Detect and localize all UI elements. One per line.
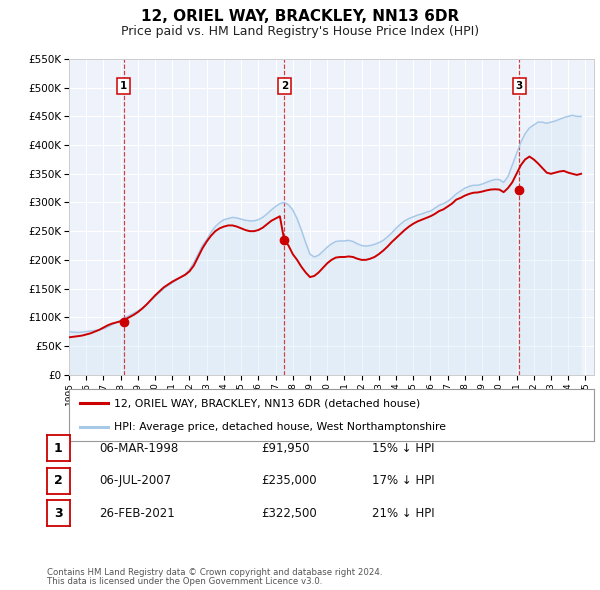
- Text: 06-MAR-1998: 06-MAR-1998: [99, 442, 178, 455]
- Text: HPI: Average price, detached house, West Northamptonshire: HPI: Average price, detached house, West…: [113, 422, 446, 432]
- Text: 3: 3: [515, 81, 523, 91]
- Text: 2: 2: [54, 474, 62, 487]
- Text: Price paid vs. HM Land Registry's House Price Index (HPI): Price paid vs. HM Land Registry's House …: [121, 25, 479, 38]
- Text: 1: 1: [54, 442, 62, 455]
- Text: 21% ↓ HPI: 21% ↓ HPI: [372, 507, 434, 520]
- Text: 3: 3: [54, 507, 62, 520]
- Text: 2: 2: [281, 81, 288, 91]
- Text: This data is licensed under the Open Government Licence v3.0.: This data is licensed under the Open Gov…: [47, 577, 322, 586]
- Text: 1: 1: [120, 81, 127, 91]
- Text: 17% ↓ HPI: 17% ↓ HPI: [372, 474, 434, 487]
- Text: £322,500: £322,500: [261, 507, 317, 520]
- Text: Contains HM Land Registry data © Crown copyright and database right 2024.: Contains HM Land Registry data © Crown c…: [47, 568, 382, 577]
- Text: 12, ORIEL WAY, BRACKLEY, NN13 6DR (detached house): 12, ORIEL WAY, BRACKLEY, NN13 6DR (detac…: [113, 398, 420, 408]
- Text: 06-JUL-2007: 06-JUL-2007: [99, 474, 171, 487]
- Text: 26-FEB-2021: 26-FEB-2021: [99, 507, 175, 520]
- Text: 12, ORIEL WAY, BRACKLEY, NN13 6DR: 12, ORIEL WAY, BRACKLEY, NN13 6DR: [141, 9, 459, 24]
- Text: £91,950: £91,950: [261, 442, 310, 455]
- Text: 15% ↓ HPI: 15% ↓ HPI: [372, 442, 434, 455]
- Text: £235,000: £235,000: [261, 474, 317, 487]
